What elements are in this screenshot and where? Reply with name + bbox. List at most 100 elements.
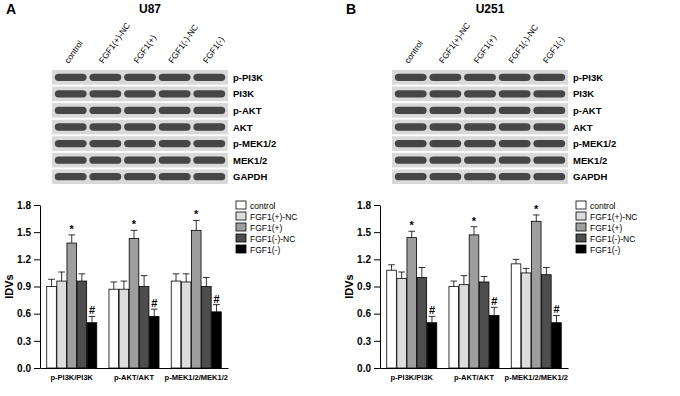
bar: [531, 221, 541, 368]
bar: [397, 278, 407, 368]
error-cap: [523, 268, 530, 269]
error-line: [81, 274, 82, 281]
blot-band: [395, 157, 427, 164]
bar: [109, 289, 119, 368]
significance-mark: #: [89, 304, 95, 316]
band-label: MEK1/2: [573, 155, 607, 166]
lane-label: FGF1(+)-NC: [437, 21, 472, 66]
legend-item: FGF1(-)-NC: [236, 234, 295, 244]
y-tick: 1.8: [357, 200, 380, 211]
blot-band: [395, 173, 427, 180]
error-line: [71, 235, 72, 243]
bar: [67, 243, 77, 368]
legend-item: FGF1(+): [236, 223, 283, 233]
error-cap: [388, 264, 395, 265]
panel-label: B: [346, 1, 356, 17]
error-bar: [203, 277, 210, 286]
error-bar: [408, 231, 415, 237]
blot-band: [395, 107, 427, 114]
blot-band: [499, 74, 531, 81]
y-tick-mark: [374, 368, 380, 369]
error-line: [176, 274, 177, 281]
blot-band: [499, 123, 531, 130]
legend-swatch: [236, 201, 246, 209]
error-cap: [461, 275, 468, 276]
blot-band: [124, 157, 156, 164]
bar: [77, 281, 87, 368]
error-bar: [491, 307, 498, 315]
y-tick: 0.6: [357, 308, 380, 319]
bar: [119, 289, 129, 368]
y-tick-label: 1.2: [17, 254, 31, 265]
blot-band: [89, 157, 121, 164]
error-bar: [461, 276, 468, 285]
x-tick-label: p-MEK1/2/MEK1/2: [165, 373, 228, 382]
blot-strip: [392, 103, 568, 118]
blot-band: [159, 157, 191, 164]
blot: controlFGF1(+)-NCFGF1(+)FGF1(-)-NCFGF1(-…: [392, 21, 616, 184]
significance-mark: #: [429, 304, 435, 316]
bar: [47, 287, 57, 369]
error-bar: [450, 281, 457, 286]
band-label: AKT: [233, 122, 253, 133]
error-bar: [533, 215, 540, 221]
y-tick: 1.8: [17, 200, 40, 211]
blot-strip: [52, 153, 228, 168]
bar: [542, 275, 552, 368]
blot-band: [89, 123, 121, 130]
significance-mark: *: [70, 223, 75, 235]
x-tick: p-PI3K/PI3K: [50, 368, 93, 382]
y-tick-label: 0.3: [17, 336, 31, 347]
blot-strip: [52, 120, 228, 135]
error-line: [123, 281, 124, 289]
error-line: [494, 307, 495, 315]
annotations: ***###: [410, 203, 560, 316]
blot-strip: [52, 136, 228, 151]
error-line: [196, 220, 197, 230]
band-label: p-PI3K: [233, 72, 263, 83]
y-tick: 0.9: [357, 281, 380, 292]
y-tick-mark: [34, 314, 40, 315]
blot-band: [159, 74, 191, 81]
error-cap: [203, 277, 210, 278]
error-bar: [543, 267, 550, 274]
y-tick-mark: [374, 287, 380, 288]
error-line: [61, 272, 62, 281]
blot-band: [499, 157, 531, 164]
blot-band: [533, 140, 565, 147]
lane-label: control: [402, 38, 425, 65]
error-bar: [58, 272, 65, 281]
bar: [202, 287, 212, 369]
blot-band: [124, 123, 156, 130]
bar: [449, 287, 459, 369]
blot-band: [159, 173, 191, 180]
blot-band: [429, 140, 461, 147]
lane-label: FGF1(-): [541, 35, 567, 66]
error-cap: [110, 281, 117, 282]
blot-band: [533, 74, 565, 81]
blot-band: [89, 140, 121, 147]
blot-band: [533, 173, 565, 180]
band-label: PI3K: [573, 88, 594, 99]
bar: [407, 238, 417, 368]
error-bar: [151, 309, 158, 316]
significance-mark: *: [472, 215, 477, 227]
error-cap: [450, 281, 457, 282]
blot-band: [395, 140, 427, 147]
y-tick: 0.9: [17, 281, 40, 292]
y-axis-title: IDVs: [3, 274, 15, 298]
blot-band: [124, 90, 156, 97]
bar: [511, 264, 521, 368]
x-axis-line: [381, 368, 569, 369]
significance-mark: #: [553, 303, 559, 315]
blot-band: [193, 173, 225, 180]
blot-band: [464, 123, 496, 130]
blot-band: [533, 90, 565, 97]
legend-item: FGF1(+): [576, 223, 623, 233]
blot-band: [429, 107, 461, 114]
blot-band: [193, 157, 225, 164]
error-bar: [68, 235, 75, 243]
error-line: [154, 309, 155, 316]
blot: controlFGF1(+)-NCFGF1(+)FGF1(-)-NCFGF1(-…: [52, 21, 276, 184]
x-tick-label: p-PI3K/PI3K: [50, 373, 93, 382]
